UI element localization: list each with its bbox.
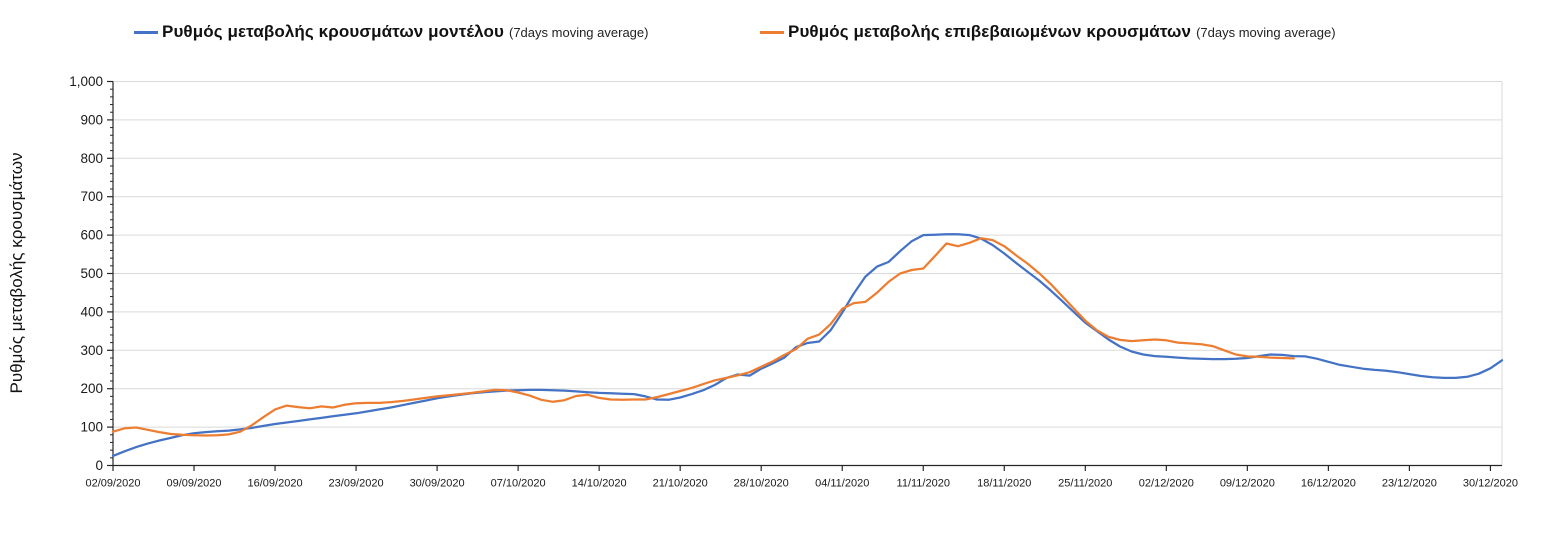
y-tick-label: 200 <box>80 381 103 396</box>
x-tick-label: 02/12/2020 <box>1139 478 1194 490</box>
legend-label-confirmed: Ρυθμός μεταβολής επιβεβαιωμένων κρουσμάτ… <box>788 22 1192 41</box>
x-tick-label: 09/09/2020 <box>166 478 221 490</box>
series-model-line <box>111 233 1504 458</box>
x-tick-label: 16/09/2020 <box>248 478 303 490</box>
y-tick-label: 700 <box>80 189 103 204</box>
x-tick-label: 28/10/2020 <box>734 478 789 490</box>
legend-item-confirmed: Ρυθμός μεταβολής επιβεβαιωμένων κρουσμάτ… <box>760 22 1336 42</box>
legend-sublabel-confirmed: (7days moving average) <box>1196 24 1336 40</box>
legend-item-model: Ρυθμός μεταβολής κρουσμάτων μοντέλου (7d… <box>134 22 648 42</box>
x-tick-label: 21/10/2020 <box>653 478 708 490</box>
x-tick-label: 18/11/2020 <box>977 478 1031 490</box>
x-tick-label: 07/10/2020 <box>491 478 546 490</box>
y-tick-label: 900 <box>80 112 103 127</box>
x-tick-label: 16/12/2020 <box>1301 478 1356 490</box>
x-tick-label: 14/10/2020 <box>572 478 627 490</box>
y-tick-label: 600 <box>80 228 103 243</box>
y-tick-label: 800 <box>80 151 103 166</box>
y-tick-label: 100 <box>80 420 103 435</box>
y-tick-label: 300 <box>80 343 103 358</box>
chart-legend: Ρυθμός μεταβολής κρουσμάτων μοντέλου (7d… <box>0 22 1544 48</box>
x-tick-label: 25/11/2020 <box>1058 478 1112 490</box>
y-tick-label: 400 <box>80 304 103 319</box>
x-tick-label: 30/09/2020 <box>410 478 465 490</box>
legend-sublabel-model: (7days moving average) <box>509 24 649 40</box>
axes-layer <box>107 80 1502 471</box>
x-tick-label: 11/11/2020 <box>897 478 950 490</box>
x-tick-label: 02/09/2020 <box>85 478 140 490</box>
legend-line-swatch-model-icon <box>134 30 158 34</box>
x-tick-label: 23/09/2020 <box>329 478 384 490</box>
x-tick-label: 30/12/2020 <box>1463 478 1518 490</box>
x-tick-label: 23/12/2020 <box>1382 478 1437 490</box>
x-tick-label: 09/12/2020 <box>1220 478 1275 490</box>
series-confirmed-line <box>111 237 1295 437</box>
x-tick-label: 04/11/2020 <box>815 478 869 490</box>
y-axis-title: Ρυθμός μεταβολής κρουσμάτων <box>7 153 26 394</box>
series-layer <box>111 233 1504 458</box>
legend-line-swatch-confirmed-icon <box>760 30 784 34</box>
y-tick-label: 0 <box>95 458 103 473</box>
tick-labels-layer: 0 100 200 300 400 500 600 700 800 900 1,000 02/09/2… <box>69 74 1518 490</box>
y-tick-label: 1,000 <box>69 74 103 89</box>
y-tick-label: 500 <box>80 266 103 281</box>
legend-label-model: Ρυθμός μεταβολής κρουσμάτων μοντέλου <box>162 22 504 41</box>
gridlines-layer <box>113 81 1503 466</box>
